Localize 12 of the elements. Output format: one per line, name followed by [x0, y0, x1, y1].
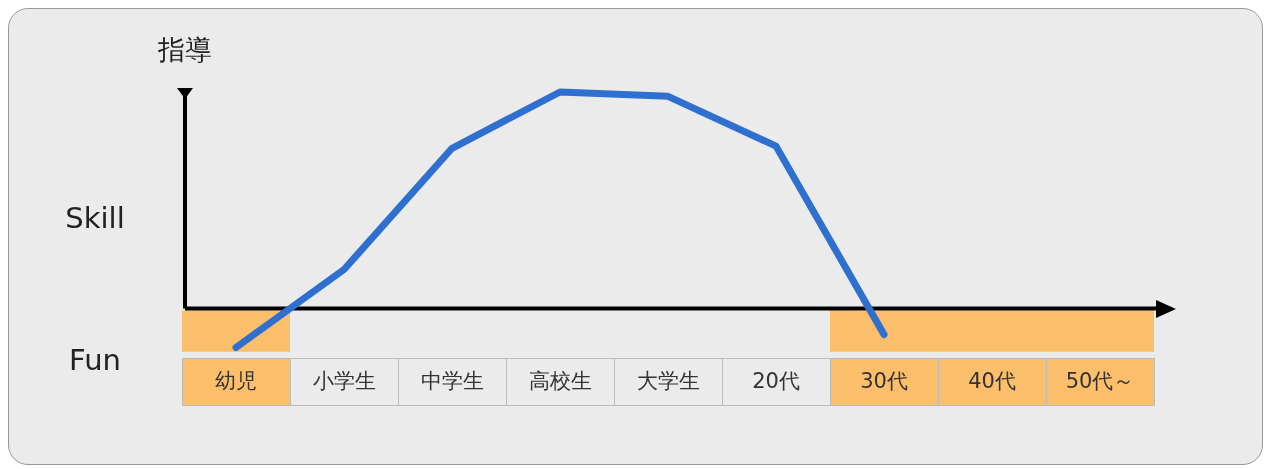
x-tick-label: 大学生: [636, 368, 700, 393]
text: Skill: [65, 200, 125, 235]
x-tick-label: 中学生: [420, 368, 484, 393]
text: Fun: [69, 343, 121, 378]
x-tick-label: 40代: [968, 368, 1016, 393]
x-tick-label: 幼児: [215, 368, 257, 393]
x-tick-label: 20代: [752, 368, 800, 393]
x-tick-label: 50代～: [1065, 368, 1135, 393]
x-tick-label: 小学生: [312, 368, 376, 393]
x-tick-label: 30代: [860, 368, 908, 393]
x-tick-label: 高校生: [528, 368, 592, 393]
y-axis-title: 指導: [157, 34, 212, 66]
